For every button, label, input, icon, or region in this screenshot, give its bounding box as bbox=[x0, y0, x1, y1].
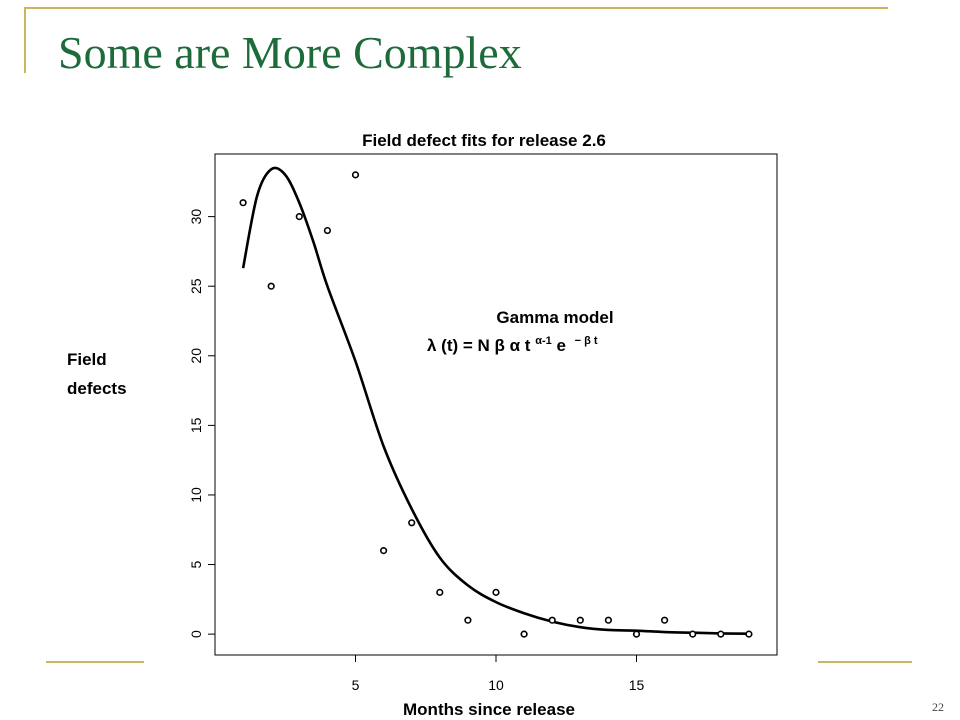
y-tick-label: 5 bbox=[188, 560, 204, 568]
data-point bbox=[408, 519, 416, 527]
left-rule bbox=[24, 7, 26, 73]
data-point bbox=[492, 588, 500, 596]
data-point bbox=[380, 547, 388, 555]
data-point bbox=[632, 630, 641, 638]
data-point bbox=[323, 226, 332, 235]
y-tick-label: 25 bbox=[188, 278, 204, 294]
data-point bbox=[436, 588, 444, 596]
bottom-rule-right bbox=[818, 661, 912, 663]
gamma-fit-curve bbox=[241, 166, 749, 636]
slide-title: Some are More Complex bbox=[58, 27, 522, 78]
data-point bbox=[295, 213, 303, 221]
data-point bbox=[267, 282, 275, 290]
data-point bbox=[745, 630, 753, 638]
data-point bbox=[689, 630, 697, 638]
model-annotation-title: Gamma model bbox=[496, 308, 613, 327]
formula-base: λ (t) = N β α t bbox=[427, 336, 535, 355]
y-axis-label-line-1: Field bbox=[67, 350, 107, 369]
y-tick-label: 10 bbox=[188, 487, 204, 503]
plot-area-background bbox=[144, 150, 794, 665]
x-tick-label: 5 bbox=[352, 677, 360, 693]
chart-title: Field defect fits for release 2.6 bbox=[362, 131, 606, 150]
data-point bbox=[520, 630, 528, 638]
y-axis-label-line-2: defects bbox=[67, 379, 127, 398]
x-tick-label: 15 bbox=[629, 677, 645, 693]
y-axis-label: Field defects bbox=[67, 350, 127, 398]
formula-exponent-1: α-1 bbox=[535, 335, 552, 347]
x-axis-label: Months since release bbox=[403, 700, 575, 719]
x-axis: 5 10 15 bbox=[352, 655, 645, 693]
y-axis: 0 5 10 15 20 25 30 bbox=[188, 209, 215, 638]
bottom-rule-left bbox=[46, 661, 146, 663]
page-number: 22 bbox=[932, 700, 944, 714]
data-point bbox=[239, 199, 247, 207]
formula-middle: e bbox=[556, 336, 570, 355]
y-tick-label: 0 bbox=[188, 630, 204, 638]
top-rule bbox=[24, 7, 888, 9]
data-point bbox=[717, 630, 725, 638]
y-tick-label: 20 bbox=[188, 348, 204, 364]
model-formula: λ (t) = N β α t α-1 e − β t bbox=[427, 329, 598, 355]
formula-exponent-2: − β t bbox=[575, 335, 598, 347]
data-point bbox=[464, 616, 472, 624]
y-tick-label: 15 bbox=[188, 417, 204, 433]
data-points bbox=[239, 171, 753, 638]
x-tick-label: 10 bbox=[488, 677, 504, 693]
data-point bbox=[604, 616, 613, 624]
data-point bbox=[548, 616, 556, 624]
data-point bbox=[576, 616, 584, 624]
data-point bbox=[351, 171, 360, 179]
data-point bbox=[660, 616, 669, 624]
y-tick-label: 30 bbox=[188, 209, 204, 225]
